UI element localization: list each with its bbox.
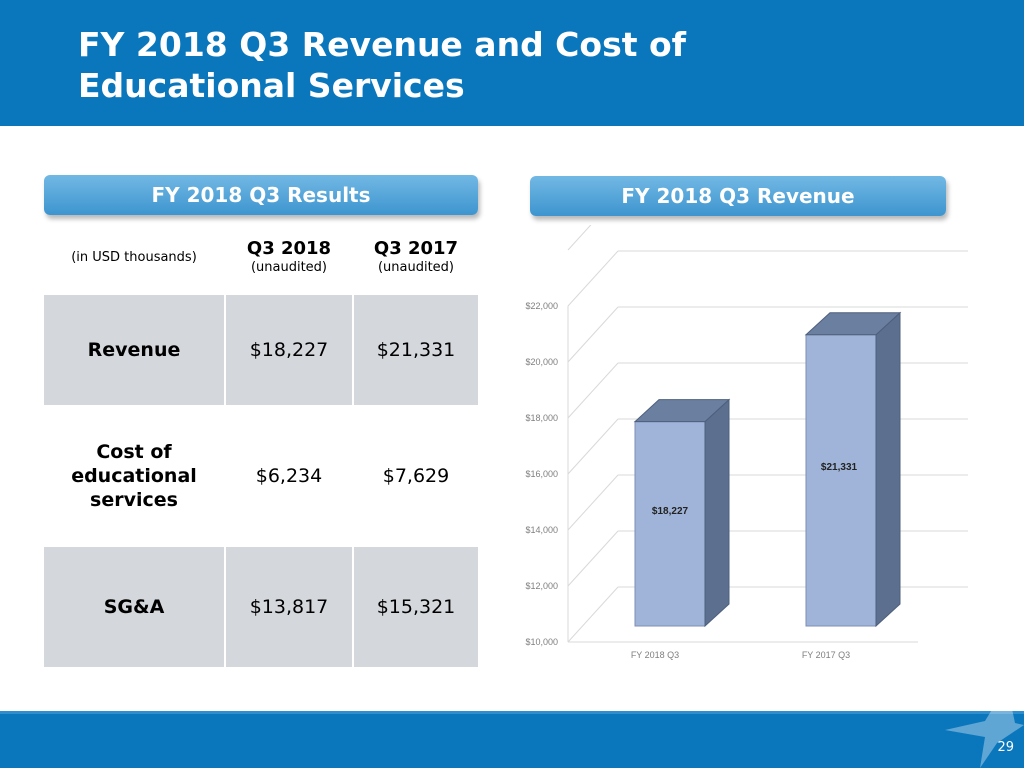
- row-value-q3-2017: $15,321: [354, 547, 478, 667]
- bar: [634, 421, 706, 627]
- data-label: $18,227: [652, 506, 689, 517]
- results-heading: FY 2018 Q3 Results: [44, 175, 478, 215]
- gridline-depth: [567, 418, 619, 475]
- row-label: Revenue: [44, 295, 224, 405]
- x-tick-label: FY 2017 Q3: [802, 650, 850, 660]
- gridline-depth: [567, 225, 592, 251]
- row-label: Cost of educational services: [71, 441, 197, 511]
- bar-top: [804, 312, 902, 336]
- column-header-sub: (unaudited): [250, 260, 328, 275]
- footer-divider: [0, 711, 1024, 714]
- row-value-q3-2018: $18,227: [226, 295, 352, 405]
- bar-top: [633, 399, 731, 423]
- column-header-label: Q3 2017: [373, 238, 459, 259]
- column-header-q3-2017: Q3 2017 (unaudited): [354, 239, 478, 277]
- gridline-depth: [567, 474, 619, 531]
- table-row-sga: SG&A $13,817 $15,321: [44, 547, 478, 667]
- column-header-sub: (unaudited): [377, 260, 455, 275]
- revenue-bar-chart: $10,000 $12,000 $14,000 $16,000 $18,000 $20,0…: [525, 225, 968, 660]
- column-header-label: Q3 2018: [246, 238, 332, 259]
- row-value-q3-2017: $21,331: [354, 295, 478, 405]
- row-value-q3-2017: $7,629: [382, 465, 450, 487]
- row-label: SG&A: [44, 547, 224, 667]
- gridline-depth: [567, 530, 619, 587]
- y-tick-label: $18,000: [525, 413, 558, 423]
- bar-side: [875, 311, 901, 628]
- row-value-q3-2018: $6,234: [255, 465, 323, 487]
- y-tick-label: $12,000: [525, 581, 558, 591]
- header-band: [0, 0, 1024, 126]
- gridline-depth: [567, 250, 619, 307]
- gridline-depth: [567, 586, 619, 643]
- column-header-q3-2018: Q3 2018 (unaudited): [226, 239, 352, 277]
- y-tick-label: $20,000: [525, 357, 558, 367]
- units-label: (in USD thousands): [71, 250, 197, 265]
- y-tick-label: $16,000: [525, 469, 558, 479]
- row-value-q3-2018: $13,817: [226, 547, 352, 667]
- page-number: 29: [997, 740, 1014, 755]
- data-label: $21,331: [821, 462, 858, 473]
- page-title: FY 2018 Q3 Revenue and Cost of Education…: [78, 24, 778, 106]
- star-logo-icon: [945, 685, 1024, 768]
- footer-band: [0, 711, 1024, 768]
- title-line-1: FY 2018 Q3 Revenue and Cost of: [78, 25, 687, 64]
- revenue-heading: FY 2018 Q3 Revenue: [530, 176, 946, 216]
- table-row-cost: Cost of educational services $6,234 $7,6…: [44, 405, 478, 547]
- gridline-depth: [567, 362, 619, 419]
- y-tick-label: $22,000: [525, 301, 558, 311]
- gridline-depth: [567, 306, 619, 363]
- title-line-2: Educational Services: [78, 66, 465, 105]
- table-row-revenue: Revenue $18,227 $21,331: [44, 295, 478, 405]
- y-tick-label: $10,000: [525, 637, 558, 647]
- y-tick-label: $14,000: [525, 525, 558, 535]
- bar: [805, 334, 877, 627]
- bar-side: [704, 398, 730, 628]
- x-tick-label: FY 2018 Q3: [631, 650, 679, 660]
